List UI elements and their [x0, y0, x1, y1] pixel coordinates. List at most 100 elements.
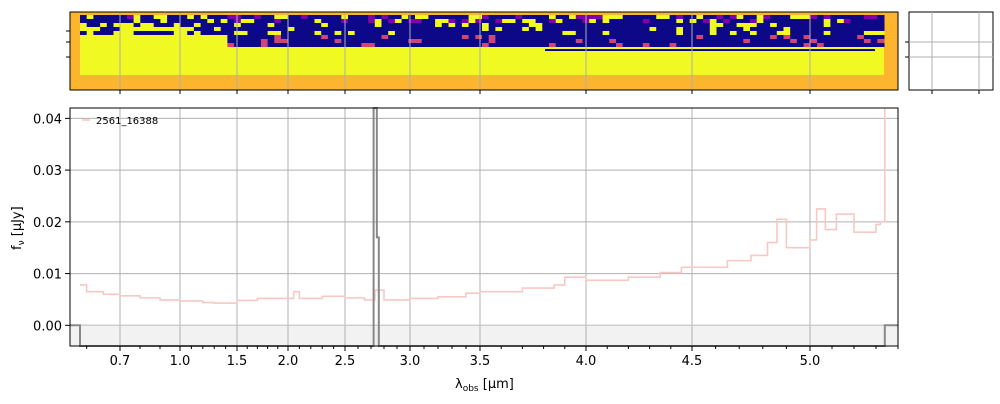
spectrum-2d-pixel [86, 31, 94, 36]
spectrum-2d-pixel [381, 31, 389, 36]
spectrum-2d-pixel [281, 27, 289, 32]
spectrum-2d-pixel [381, 19, 389, 24]
spectrum-2d-pixel [240, 19, 248, 24]
spectrum-2d-pixel [455, 19, 463, 24]
spectrum-2d-pixel [716, 31, 724, 36]
spectrum-2d-pixel [549, 27, 557, 32]
spectrum-2d-pixel [113, 27, 121, 32]
spectrum-2d-pixel [200, 43, 208, 48]
spectrum-2d-pixel [441, 43, 449, 48]
spectrum-2d-pixel [656, 31, 664, 36]
spectrum-2d-pixel [595, 27, 604, 32]
spectrum-2d-pixel [616, 15, 624, 20]
spectrum-2d-pixel [790, 31, 798, 36]
spectrum-2d-pixel [549, 23, 557, 28]
x-axis-ticks: 0.7 1.0 1.5 2.0 2.5 3.0 3.5 4.0 4.5 5.0 [86, 346, 899, 369]
spectrum-2d-pixel [669, 31, 677, 36]
spectrum-2d-pixel [609, 15, 617, 20]
spectrum-2d-pixel [528, 35, 537, 40]
spectrum-2d-pixel [368, 35, 376, 40]
spectrum-2d-pixel [763, 19, 771, 24]
spectrum-2d-pixel [837, 39, 845, 44]
spectrum-2d-pixel [495, 31, 503, 36]
spectrum-2d-pixel [348, 39, 356, 44]
spectrum-2d-pixel [86, 43, 94, 48]
spectrum-2d-pixel [260, 39, 269, 44]
spectrum-2d-pixel [187, 35, 195, 40]
spectrum-2d-pixel [817, 19, 825, 24]
spectrum-2d-pixel [227, 19, 235, 24]
spectrum-2d-pixel [549, 43, 557, 48]
spectrum-2d-pixel [575, 23, 583, 28]
spectrum-2d-pixel [287, 27, 295, 32]
spectrum-2d-pixel [294, 43, 302, 48]
spectrum-2d-pixel [796, 19, 805, 24]
spectrum-2d-pixel [763, 15, 771, 20]
spectrum-2d-pixel [696, 27, 704, 32]
spectrum-2d-pixel [193, 35, 202, 40]
spectrum-2d-pixel [803, 23, 811, 28]
spectrum-2d-pixel [461, 39, 470, 44]
spectrum-2d-pixel [126, 15, 135, 20]
spectrum-2d-pixel [281, 35, 289, 40]
spectrum-2d-pixel [301, 31, 309, 36]
y-axis-label-base: f [10, 245, 25, 250]
spectrum-2d-pixel [508, 39, 516, 44]
spectrum-2d-pixel [843, 15, 851, 20]
spectrum-2d-pixel [167, 31, 175, 36]
spectrum-2d-pixel [837, 19, 845, 24]
spectrum-2d-pixel [314, 15, 322, 20]
spectrum-2d-pixel [193, 39, 202, 44]
spectrum-2d-pixel [254, 43, 262, 48]
x-tick-label: 2.5 [335, 354, 356, 369]
spectrum-2d-pixel [830, 23, 838, 28]
spectrum-2d-pixel [823, 39, 831, 44]
spectrum-2d-pixel [555, 39, 563, 44]
spectrum-2d-pixel [589, 23, 597, 28]
spectrum-2d-pixel [857, 31, 865, 36]
spectrum-2d-pixel [763, 35, 771, 40]
spectrum-2d-pixel [220, 23, 228, 28]
spectrum-2d-pixel [294, 15, 302, 20]
spectrum-2d-pixel [475, 15, 483, 20]
spectrum-2d-pixel [502, 15, 510, 20]
spectrum-2d-pixel [307, 43, 315, 48]
spectrum-2d-pixel [662, 31, 671, 36]
y-tick-label: 0.02 [33, 216, 62, 231]
spectrum-2d-pixel [515, 15, 523, 20]
spectrum-2d-pixel [86, 15, 94, 20]
spectrum-2d-pixel [113, 19, 121, 24]
spectrum-2d-pixel [435, 31, 443, 36]
spectrum-2d-pixel [193, 27, 202, 32]
spectrum-2d-pixel [441, 31, 449, 36]
spectrum-2d-pixel [435, 43, 443, 48]
spectrum-2d-pixel [193, 31, 202, 36]
spectrum-2d-pixel [461, 27, 470, 32]
spectrum-2d-pixel [743, 23, 751, 28]
spectrum-2d-pixel [528, 19, 537, 24]
spectrum-2d-pixel [743, 43, 751, 48]
spectrum-2d-pixel [187, 39, 195, 44]
spectrum-2d-pixel [374, 39, 382, 44]
spectrum-2d-pixel [609, 35, 617, 40]
spectrum-2d-pixel [301, 15, 309, 20]
spectrum-2d-pixel [374, 43, 382, 48]
spectrum-2d-pixel [140, 23, 148, 28]
spectrum-2d-pixel [636, 31, 644, 36]
spectrum-2d-pixel [234, 15, 242, 20]
spectrum-2d-pixel [435, 19, 443, 24]
spectrum-2d-pixel [93, 15, 101, 20]
spectrum-2d-pixel [207, 15, 215, 20]
spectrum-2d-pixel [368, 23, 376, 28]
spectrum-2d-pixel [676, 19, 684, 24]
spectrum-2d-pixel [327, 35, 336, 40]
x-axis-label-base: λ [455, 377, 463, 392]
y-axis-ticks: 0.00 0.01 0.02 0.03 0.04 [33, 112, 70, 334]
spectrum-2d-pixel [167, 23, 175, 28]
spectrum-2d-bands [80, 15, 885, 90]
spectrum-2d-pixel [274, 35, 282, 40]
spectrum-2d-pixel [153, 35, 161, 40]
spectrum-2d-pixel [220, 27, 228, 32]
spectrum-2d-pixel [736, 27, 744, 32]
spectrum-2d-pixel [388, 15, 396, 20]
